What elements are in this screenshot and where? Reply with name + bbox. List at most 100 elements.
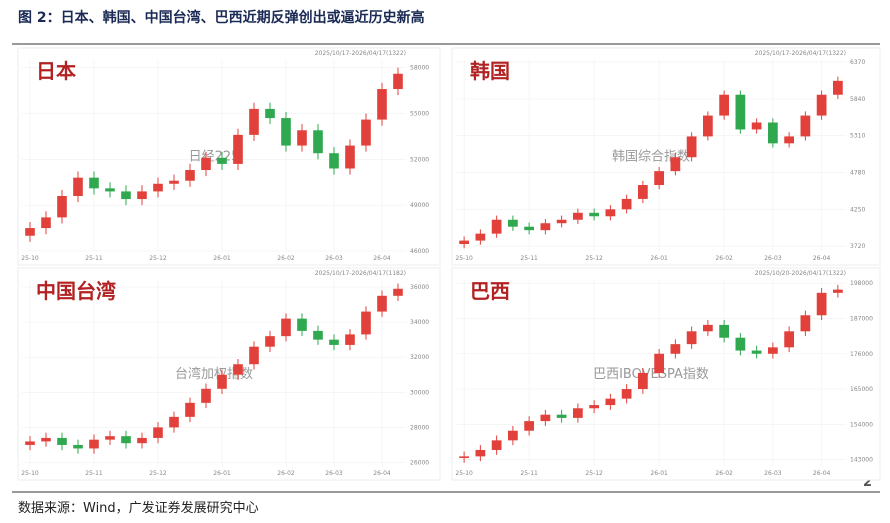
candle-body <box>297 130 307 146</box>
candle-body <box>217 157 227 164</box>
candle-body <box>153 427 163 438</box>
candle-body <box>249 346 259 365</box>
candle-body <box>508 219 518 227</box>
y-tick-label: 5840 <box>850 96 865 103</box>
candle-body <box>589 405 599 409</box>
candle-body <box>329 339 339 345</box>
candle-body <box>556 219 567 224</box>
candle-body <box>573 408 583 418</box>
candle-body <box>137 437 147 444</box>
x-tick-label: 26-02 <box>715 255 733 262</box>
candle-body <box>105 436 115 440</box>
y-tick-label: 55000 <box>410 110 429 117</box>
x-tick-label: 26-03 <box>325 470 343 477</box>
candle-body <box>491 219 502 234</box>
candle-body <box>475 449 486 457</box>
x-tick-label: 26-02 <box>277 255 295 262</box>
candle-body <box>41 217 51 229</box>
candle-body <box>524 226 534 231</box>
candle-body <box>800 315 811 332</box>
y-tick-label: 3720 <box>850 243 865 250</box>
y-tick-label: 5310 <box>850 133 865 140</box>
candle-body <box>670 157 681 172</box>
candle-body <box>621 198 632 210</box>
candle-body <box>329 153 339 169</box>
candle-body <box>265 108 275 119</box>
candle-body <box>89 439 99 449</box>
y-tick-label: 6370 <box>850 59 865 66</box>
y-tick-label: 198000 <box>850 280 873 287</box>
candle-body <box>233 364 243 375</box>
candle-body <box>751 122 762 130</box>
candle-body <box>556 414 567 418</box>
candle-body <box>703 115 713 137</box>
candle-body <box>540 414 551 422</box>
x-tick-label: 25-10 <box>21 255 39 262</box>
candle-body <box>361 119 371 146</box>
panel-bg <box>451 267 881 481</box>
candle-body <box>25 228 35 236</box>
candle-body <box>768 122 778 144</box>
x-tick-label: 26-04 <box>813 255 831 262</box>
candle-body <box>573 212 583 220</box>
y-tick-label: 34000 <box>410 319 429 326</box>
x-tick-label: 26-04 <box>813 470 831 477</box>
candle-body <box>57 195 67 218</box>
candle-body <box>686 331 697 345</box>
figure-title: 图 2：日本、韩国、中国台湾、巴西近期反弹创出或逼近历史新高 <box>18 9 425 26</box>
x-tick-label: 26-01 <box>213 470 231 477</box>
candle-body <box>185 170 195 181</box>
candle-body <box>185 402 195 417</box>
x-tick-label: 25-11 <box>520 470 538 477</box>
y-tick-label: 36000 <box>410 284 429 291</box>
candle-body <box>605 398 616 406</box>
candle-body <box>105 188 115 192</box>
candle-body <box>121 436 131 444</box>
candle-body <box>784 136 794 144</box>
candle-body <box>361 311 371 335</box>
candle-body <box>393 73 403 90</box>
candle-body <box>201 388 211 403</box>
candle-body <box>393 288 403 296</box>
x-tick-label: 25-10 <box>455 470 473 477</box>
candle-body <box>524 421 534 431</box>
candle-body <box>703 324 713 332</box>
x-tick-label: 26-02 <box>715 470 733 477</box>
x-tick-label: 25-11 <box>85 470 103 477</box>
watermark: 巴西IBOVESPA指数 <box>593 367 709 382</box>
x-tick-label: 26-01 <box>650 470 668 477</box>
candle-body <box>654 171 664 186</box>
candle-body <box>169 180 179 184</box>
panel-label: 中国台湾 <box>36 279 116 303</box>
candle-body <box>377 295 387 312</box>
x-tick-label: 25-12 <box>149 255 167 262</box>
panel-bg <box>451 47 881 266</box>
x-tick-label: 25-10 <box>21 470 39 477</box>
candle-body <box>621 389 632 399</box>
panel-label: 日本 <box>36 59 76 83</box>
candle-body <box>313 130 323 154</box>
date-range: 2025/10/17-2026/04/17(1322) <box>315 50 406 57</box>
x-tick-label: 26-01 <box>213 255 231 262</box>
x-tick-label: 25-11 <box>520 255 538 262</box>
y-tick-label: 165000 <box>850 386 873 393</box>
x-tick-label: 26-03 <box>325 255 343 262</box>
candle-body <box>686 136 697 158</box>
y-tick-label: 49000 <box>410 202 429 209</box>
x-tick-label: 25-12 <box>585 255 603 262</box>
candle-body <box>217 374 227 389</box>
candle-body <box>508 430 518 441</box>
candle-body <box>735 94 746 130</box>
candle-body <box>735 337 746 351</box>
y-tick-label: 46000 <box>410 248 429 255</box>
x-tick-label: 26-01 <box>650 255 668 262</box>
y-tick-label: 4780 <box>850 170 865 177</box>
candle-body <box>345 334 355 345</box>
candle-body <box>313 330 323 340</box>
candle-body <box>459 240 469 245</box>
candle-body <box>73 177 83 196</box>
x-tick-label: 26-04 <box>373 255 391 262</box>
date-range: 2025/10/17-2026/04/17(1182) <box>315 270 406 277</box>
